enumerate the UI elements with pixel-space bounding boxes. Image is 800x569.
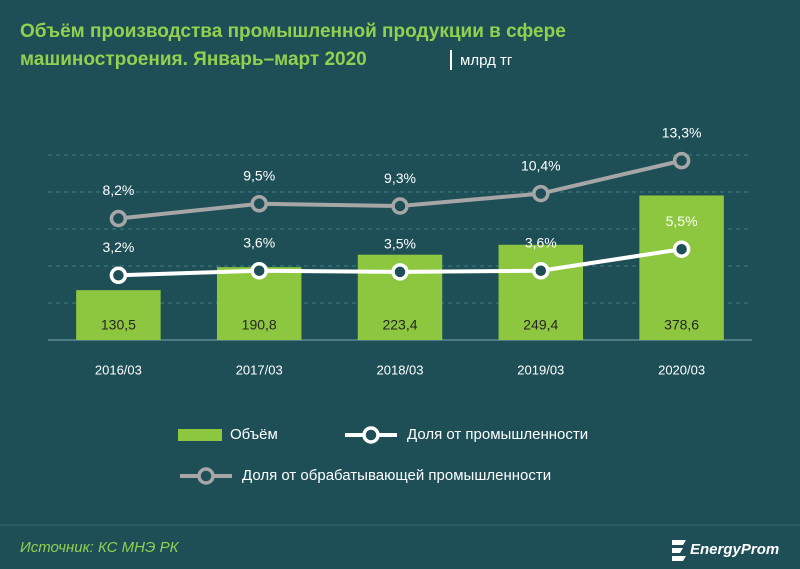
point — [391, 263, 409, 281]
x-tick-label: 2017/03 — [236, 362, 283, 377]
bar — [639, 195, 724, 340]
data-label: 190,8 — [242, 317, 277, 333]
data-label: 10,4% — [521, 157, 561, 173]
brand: EnergyProm — [690, 541, 779, 558]
data-label: 223,4 — [382, 317, 417, 333]
brand-logo: EnergyProm — [672, 540, 779, 561]
legend-label: Объём — [230, 426, 278, 443]
legend-label: Доля от обрабатывающей промышленности — [242, 467, 551, 484]
logo-icon — [672, 540, 686, 561]
data-label: 130,5 — [101, 317, 136, 333]
legend-item: Объём — [178, 426, 278, 443]
point — [532, 184, 550, 203]
data-label: 378,6 — [664, 317, 699, 333]
chart-title: Объём производства промышленной продукци… — [20, 21, 566, 42]
data-label: 9,3% — [384, 170, 416, 186]
data-label: 13,3% — [662, 124, 702, 140]
point — [109, 209, 128, 228]
data-label: 249,4 — [523, 317, 558, 333]
point — [532, 262, 550, 280]
x-tick-label: 2020/03 — [658, 362, 705, 377]
point — [250, 195, 268, 213]
data-label: 5,5% — [666, 213, 698, 229]
legend-label: Доля от промышленности — [407, 426, 588, 443]
data-label: 3,6% — [525, 234, 557, 250]
legend-item: Доля от промышленности — [345, 426, 588, 444]
point — [109, 266, 128, 285]
chart-title: машиностроения. Январь–март 2020 — [20, 49, 367, 70]
bar — [498, 244, 584, 340]
x-tick-label: 2019/03 — [517, 362, 564, 377]
legend-marker — [362, 426, 380, 444]
legend-swatch — [178, 429, 222, 441]
bar — [76, 290, 161, 340]
legend-item: Доля от обрабатывающей промышленности — [180, 467, 551, 485]
unit: млрд тг — [460, 52, 513, 69]
legend-marker — [197, 467, 215, 485]
data-label: 8,2% — [102, 182, 134, 198]
point — [672, 151, 691, 170]
point — [672, 240, 691, 258]
x-tick-label: 2018/03 — [377, 362, 424, 377]
data-label: 3,6% — [243, 234, 275, 250]
point — [391, 197, 409, 215]
source: Источник: КС МНЭ РК — [20, 539, 180, 556]
point — [250, 262, 268, 280]
data-label: 9,5% — [243, 167, 275, 183]
x-tick-label: 2016/03 — [95, 362, 142, 377]
data-label: 3,2% — [102, 239, 134, 255]
data-label: 3,5% — [384, 236, 416, 252]
